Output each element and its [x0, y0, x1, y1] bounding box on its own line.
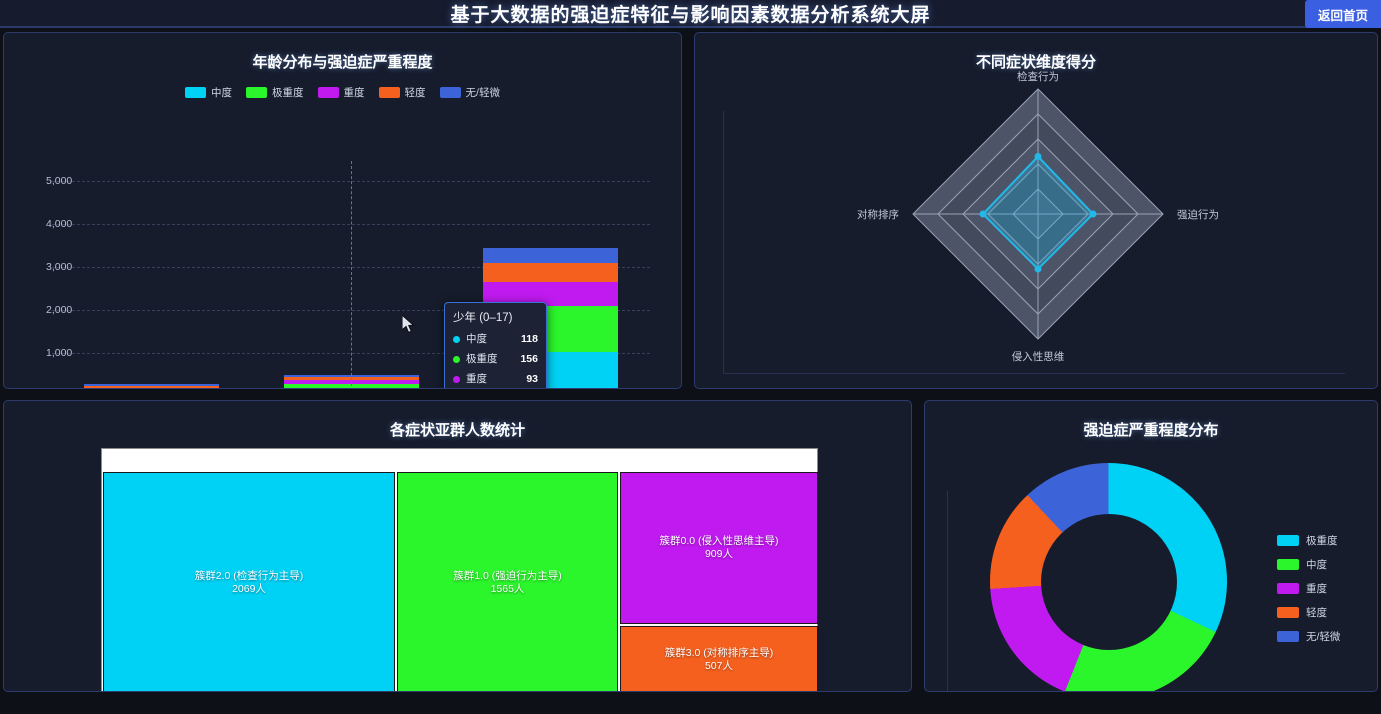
- treemap-tile-label: 簇群0.0 (侵入性思维主导) 909人: [659, 535, 779, 560]
- legend-item-2[interactable]: 重度: [317, 85, 365, 100]
- treemap-tile-label: 簇群3.0 (对称排序主导) 507人: [664, 646, 774, 672]
- panel-title-age-severity: 年龄分布与强迫症严重程度: [252, 54, 433, 71]
- cluster-treemap-chart[interactable]: 簇群2.0 (检查行为主导) 2069人 簇群1.0 (强迫行为主导) 1565人 簇群…: [101, 448, 818, 691]
- tooltip-row: 极重度 156: [453, 349, 538, 369]
- bar-segment[interactable]: [482, 281, 618, 306]
- radar-axis-label-left: 对称排序: [857, 209, 899, 221]
- treemap-tile[interactable]: 簇群1.0 (强迫行为主导) 1565人: [397, 472, 618, 691]
- donut-legend-label: 无/轻微: [1306, 631, 1341, 643]
- bar-segment[interactable]: [84, 386, 220, 388]
- treemap-tile[interactable]: 簇群0.0 (侵入性思维主导) 909人: [620, 472, 818, 624]
- tooltip-series-name: 中度: [466, 333, 487, 345]
- radar-data-point[interactable]: [1034, 153, 1042, 160]
- bar-stack[interactable]: [84, 383, 220, 389]
- treemap-tile-label: 簇群2.0 (检查行为主导) 2069人: [194, 569, 304, 595]
- panel-decoration-line-bottom: [723, 373, 1345, 374]
- radar-data-point[interactable]: [1089, 210, 1097, 218]
- radar-svg: [912, 88, 1164, 340]
- tooltip-row: 重度 93: [453, 369, 538, 388]
- bar-segment[interactable]: [84, 383, 220, 387]
- donut-legend-swatch-icon: [1277, 607, 1299, 618]
- tooltip-series-name: 极重度: [466, 353, 498, 365]
- bar-chart-tooltip: 少年 (0–17) 中度118极重度156重度93轻度67无/轻微57: [444, 302, 547, 388]
- legend-label: 重度: [343, 87, 365, 99]
- tooltip-row: 中度 118: [453, 329, 538, 349]
- radar-data-point[interactable]: [1034, 265, 1042, 273]
- treemap-tile[interactable]: 簇群3.0 (对称排序主导) 507人: [620, 626, 818, 691]
- legend-swatch-icon: [439, 87, 461, 98]
- severity-donut-chart: 极重度中度重度轻度无/轻微: [925, 441, 1377, 691]
- donut-legend-swatch-icon: [1277, 535, 1299, 546]
- tooltip-series-value: 118: [521, 333, 538, 345]
- treemap-tile-label: 簇群1.0 (强迫行为主导) 1565人: [453, 569, 562, 595]
- panel-severity-donut: 强迫症严重程度分布 极重度中度重度轻度无/轻微: [924, 400, 1378, 692]
- bar-chart-legend: 中度 极重度 重度 轻度 无/轻微: [4, 85, 681, 100]
- legend-label: 中度: [211, 87, 233, 99]
- treemap-tile[interactable]: 簇群2.0 (检查行为主导) 2069人: [103, 472, 395, 691]
- panel-decoration-line-left: [723, 111, 724, 373]
- page-title: 基于大数据的强迫症特征与影响因素数据分析系统大屏: [450, 4, 931, 26]
- donut-legend-label: 极重度: [1306, 535, 1338, 547]
- donut-legend-item-2[interactable]: 重度: [1277, 581, 1340, 596]
- panel-cluster-treemap: 各症状亚群人数统计 簇群2.0 (检查行为主导) 2069人 簇群1.0 (强迫行为…: [3, 400, 912, 692]
- treemap-breadcrumb[interactable]: [102, 449, 817, 471]
- panel-title-severity-donut: 强迫症严重程度分布: [1083, 422, 1219, 439]
- donut-legend-swatch-icon: [1277, 631, 1299, 642]
- radar-axis-label-bottom: 侵入性思维: [1011, 351, 1065, 363]
- tooltip-color-dot-icon: [453, 355, 460, 363]
- donut-legend: 极重度中度重度轻度无/轻微: [1277, 533, 1340, 653]
- donut-legend-item-3[interactable]: 轻度: [1277, 605, 1340, 620]
- tooltip-title: 少年 (0–17): [453, 312, 513, 324]
- legend-item-3[interactable]: 轻度: [378, 85, 426, 100]
- donut-ring[interactable]: [990, 463, 1227, 691]
- return-home-button[interactable]: 返回首页: [1304, 0, 1381, 28]
- panel-title-cluster-treemap: 各症状亚群人数统计: [389, 422, 525, 439]
- tooltip-color-dot-icon: [453, 375, 460, 383]
- bar-segment[interactable]: [84, 388, 219, 389]
- legend-label: 无/轻微: [465, 87, 500, 99]
- tooltip-series-value: 93: [526, 373, 538, 385]
- legend-swatch-icon: [317, 87, 339, 98]
- symptom-radar-chart: 检查行为 强迫行为 侵入性思维 对称排序: [695, 71, 1377, 388]
- legend-item-0[interactable]: 中度: [185, 85, 232, 100]
- panel-decoration-line: [947, 491, 948, 691]
- radar-axis-label-right: 强迫行为: [1177, 209, 1219, 221]
- donut-legend-label: 重度: [1306, 583, 1327, 595]
- radar-data-point[interactable]: [979, 210, 987, 218]
- donut-hole: [1040, 513, 1177, 650]
- app-header: 基于大数据的强迫症特征与影响因素数据分析系统大屏 返回首页: [0, 0, 1381, 28]
- radar-axis-label-top: 检查行为: [1017, 71, 1059, 83]
- tooltip-series-value: 156: [520, 353, 538, 365]
- legend-item-1[interactable]: 极重度: [246, 85, 304, 100]
- legend-swatch-icon: [185, 87, 207, 98]
- legend-swatch-icon: [378, 87, 400, 98]
- panel-title-symptom-radar: 不同症状维度得分: [975, 54, 1096, 71]
- legend-item-4[interactable]: 无/轻微: [439, 85, 500, 100]
- panel-symptom-radar: 不同症状维度得分 检查行为 强迫行为 侵入性思维 对称排序: [694, 32, 1378, 389]
- hover-axis-pointer: [351, 161, 352, 388]
- tooltip-color-dot-icon: [453, 335, 460, 343]
- donut-legend-swatch-icon: [1277, 583, 1299, 594]
- bar-segment[interactable]: [482, 263, 618, 282]
- donut-legend-swatch-icon: [1277, 559, 1299, 570]
- legend-swatch-icon: [246, 87, 268, 98]
- dashboard-row-bottom: 各症状亚群人数统计 簇群2.0 (检查行为主导) 2069人 簇群1.0 (强迫行为…: [3, 400, 1378, 692]
- donut-legend-label: 轻度: [1306, 607, 1327, 619]
- legend-label: 极重度: [272, 87, 304, 99]
- donut-legend-item-0[interactable]: 极重度: [1277, 533, 1340, 548]
- bar-segment[interactable]: [482, 247, 618, 264]
- donut-legend-item-1[interactable]: 中度: [1277, 557, 1340, 572]
- tooltip-series-name: 重度: [466, 373, 487, 385]
- legend-label: 轻度: [404, 87, 426, 99]
- donut-legend-label: 中度: [1306, 559, 1327, 571]
- donut-legend-item-4[interactable]: 无/轻微: [1277, 629, 1340, 644]
